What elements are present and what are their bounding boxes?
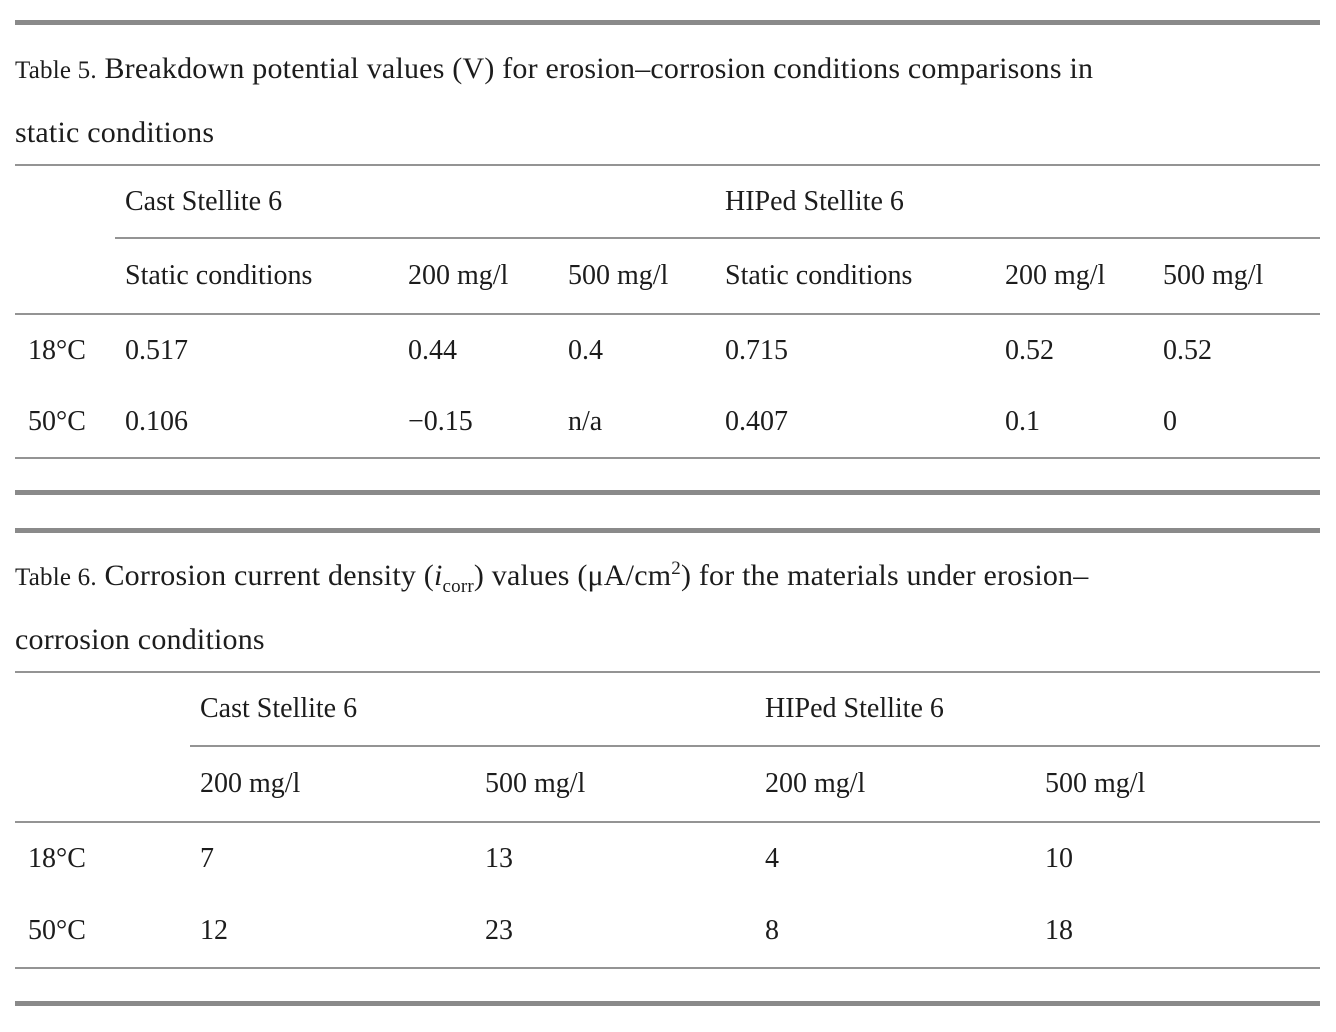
table6-caption: Table 6. Corrosion current density (icor… (15, 545, 1320, 671)
table5-subheader-500-hiped: 500 mg/l (1163, 260, 1264, 291)
table6-caption-line2: corrosion conditions (15, 623, 265, 656)
table5-group-header-cast: Cast Stellite 6 (125, 185, 283, 217)
table5-subheader-static-hiped: Static conditions (725, 260, 913, 291)
table6-top-rule (15, 528, 1320, 533)
table5-row-label-50c: 50°C (28, 405, 86, 437)
table5-subheader-static-cast: Static conditions (125, 260, 313, 291)
table6-body-bottom-rule (15, 967, 1320, 969)
table6-group-header-cast: Cast Stellite 6 (200, 693, 358, 724)
table6-subheader-row: 200 mg/l 500 mg/l 200 mg/l 500 mg/l (15, 747, 1320, 821)
table5-caption-line1: Breakdown potential values (V) for erosi… (104, 52, 1094, 85)
table5-cell-50c-static-cast: 0.106 (125, 405, 188, 437)
table6-caption-line1-end: ) for the materials under erosion– (680, 559, 1089, 592)
table5-group-header-row: Cast Stellite 6 HIPed Stellite 6 (15, 166, 1320, 237)
table6-cell-50c-200-cast: 12 (200, 915, 228, 946)
table5-cell-18c-500-cast: 0.4 (568, 334, 603, 366)
table6-subheader-500-cast: 500 mg/l (485, 768, 586, 799)
table5-section: Table 5. Breakdown potential values (V) … (15, 20, 1320, 495)
table6-header-top-rule (15, 671, 1320, 673)
table6-row-label-18c: 18°C (28, 843, 86, 874)
table5-body-bottom-rule (15, 457, 1320, 459)
table5-subheader-200-cast: 200 mg/l (408, 260, 509, 291)
table6-group-header-hiped: HIPed Stellite 6 (765, 693, 944, 724)
table6-cell-18c-200-hiped: 4 (765, 843, 779, 874)
table5-cell-50c-500-cast: n/a (568, 405, 603, 437)
table5-bottom-rule (15, 490, 1320, 495)
table5-subheader-500-cast: 500 mg/l (568, 260, 669, 291)
table5-subheader-200-hiped: 200 mg/l (1005, 260, 1106, 291)
table6-cell-50c-500-hiped: 18 (1045, 915, 1073, 946)
table6-cell-50c-200-hiped: 8 (765, 915, 779, 946)
table6-section: Table 6. Corrosion current density (icor… (15, 528, 1320, 1006)
table5-subheader-row: Static conditions 200 mg/l 500 mg/l Stat… (15, 239, 1320, 313)
table5-caption: Table 5. Breakdown potential values (V) … (15, 38, 1320, 164)
table5-cell-50c-200-hiped: 0.1 (1005, 405, 1040, 437)
table6-subheader-500-hiped: 500 mg/l (1045, 768, 1146, 799)
table6-caption-superscript: 2 (671, 558, 681, 579)
table6-cell-18c-500-cast: 13 (485, 843, 513, 874)
table6-body-top-rule (15, 821, 1320, 823)
table5-label: Table 5. (15, 57, 97, 84)
content-column: Table 5. Breakdown potential values (V) … (15, 20, 1320, 1006)
table5-cell-50c-200-cast: −0.15 (408, 405, 473, 437)
table6-label: Table 6. (15, 564, 97, 591)
table6-caption-mid: ) values (μA/cm (473, 559, 672, 592)
table5-group-underline-rule (115, 237, 1320, 239)
table6-cell-18c-200-cast: 7 (200, 843, 214, 874)
table5-row-label-18c: 18°C (28, 334, 86, 366)
table5-caption-line2: static conditions (15, 116, 215, 149)
table6-group-header-row: Cast Stellite 6 HIPed Stellite 6 (15, 673, 1320, 745)
table5-cell-18c-static-hiped: 0.715 (725, 334, 788, 366)
table5-row-50c: 50°C 0.106 −0.15 n/a 0.407 0.1 0 (15, 386, 1320, 457)
table5-cell-18c-200-hiped: 0.52 (1005, 334, 1054, 366)
table6-cell-50c-500-cast: 23 (485, 915, 513, 946)
table6-bottom-rule (15, 1001, 1320, 1006)
table5-top-rule (15, 20, 1320, 25)
table6-subheader-200-hiped: 200 mg/l (765, 768, 866, 799)
table5-cell-18c-static-cast: 0.517 (125, 334, 188, 366)
table6-caption-variable: i (433, 559, 443, 592)
table6-cell-18c-500-hiped: 10 (1045, 843, 1073, 874)
table6-row-18c: 18°C 7 13 4 10 (15, 823, 1320, 895)
table5-row-18c: 18°C 0.517 0.44 0.4 0.715 0.52 0.52 (15, 315, 1320, 386)
table5-cell-18c-200-cast: 0.44 (408, 334, 457, 366)
table6-subheader-200-cast: 200 mg/l (200, 768, 301, 799)
table5-cell-18c-500-hiped: 0.52 (1163, 334, 1212, 366)
table6-row-50c: 50°C 12 23 8 18 (15, 895, 1320, 967)
table5-cell-50c-500-hiped: 0 (1163, 405, 1177, 437)
table5-cell-50c-static-hiped: 0.407 (725, 405, 788, 437)
table5-header-top-rule (15, 164, 1320, 166)
table5-group-header-hiped: HIPed Stellite 6 (725, 185, 904, 217)
table6-caption-subscript: corr (442, 576, 474, 597)
table6-group-underline-rule (190, 745, 1320, 747)
table6-row-label-50c: 50°C (28, 915, 86, 946)
table5-body-top-rule (15, 313, 1320, 315)
table6-caption-pre: Corrosion current density ( (104, 559, 434, 592)
